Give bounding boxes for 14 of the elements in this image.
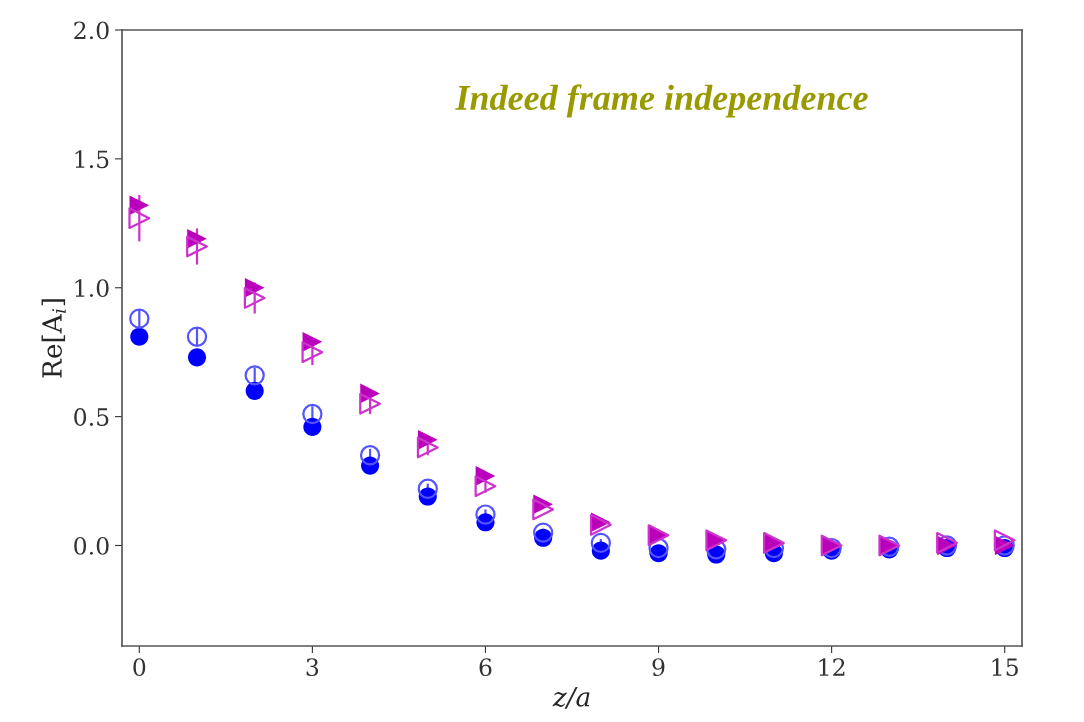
y-tick-label: 2.0	[74, 21, 109, 40]
y-axis-title: Re[A$_{i}$]	[41, 299, 66, 378]
y-tick-label: 1.0	[75, 279, 109, 298]
x-tick-label: 6	[479, 658, 492, 677]
x-tick-label: 12	[819, 658, 845, 676]
x-tick-label: 0	[133, 658, 146, 677]
x-tick-label: 9	[652, 658, 665, 677]
y-tick-label: 0.0	[74, 536, 109, 555]
y-tick-label: 0.5	[74, 408, 109, 426]
x-tick-label: 15	[992, 658, 1018, 677]
y-tick-label: 1.5	[75, 150, 109, 169]
annotation: Indeed frame independence	[455, 84, 868, 118]
x-axis-title: z/a	[552, 687, 590, 709]
x-tick-label: 3	[306, 658, 319, 677]
